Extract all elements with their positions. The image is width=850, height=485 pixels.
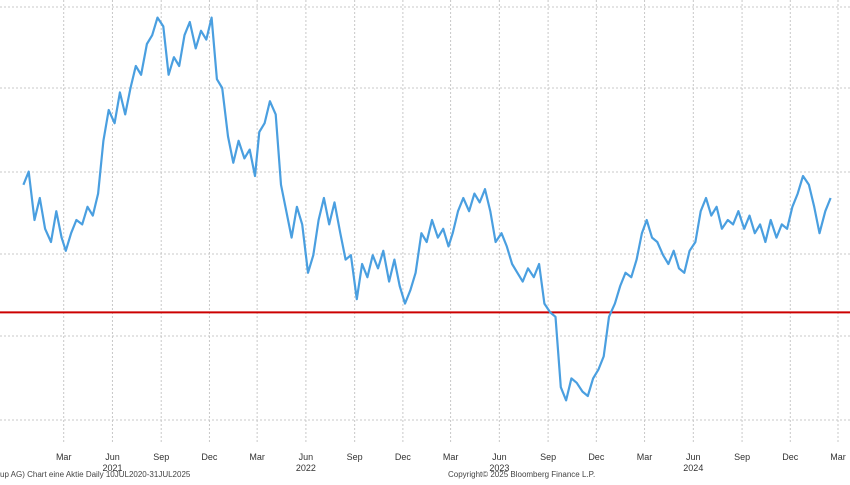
x-tick-label: Dec bbox=[782, 452, 799, 462]
x-tick-label: Dec bbox=[201, 452, 218, 462]
x-axis-ticks: Mar Jun Sep Dec Mar Jun Sep Dec Mar Jun Sep Dec Mar J… bbox=[56, 452, 846, 462]
x-tick-label: Jun bbox=[299, 452, 314, 462]
x-year-label: 2024 bbox=[683, 463, 703, 473]
x-tick-label: Sep bbox=[347, 452, 363, 462]
x-tick-label: Sep bbox=[734, 452, 750, 462]
x-tick-label: Dec bbox=[395, 452, 412, 462]
x-year-label: 2022 bbox=[296, 463, 316, 473]
x-tick-label: Mar bbox=[637, 452, 653, 462]
x-tick-label: Dec bbox=[588, 452, 605, 462]
footer-left: up AG) Chart eine Aktie Daily 10JUL2020-… bbox=[0, 470, 191, 479]
x-tick-label: Mar bbox=[830, 452, 846, 462]
x-tick-label: Sep bbox=[540, 452, 556, 462]
x-year-label: 2021 bbox=[102, 463, 122, 473]
series-group bbox=[22, 16, 832, 402]
x-tick-label: Mar bbox=[443, 452, 459, 462]
x-tick-label: Jun bbox=[105, 452, 120, 462]
x-tick-label: Jun bbox=[492, 452, 507, 462]
x-year-label: 2023 bbox=[489, 463, 509, 473]
x-tick-label: Jun bbox=[686, 452, 701, 462]
x-tick-label: Sep bbox=[153, 452, 169, 462]
x-tick-label: Mar bbox=[56, 452, 72, 462]
footer-right: Copyright© 2025 Bloomberg Finance L.P. bbox=[448, 470, 595, 479]
x-tick-label: Mar bbox=[249, 452, 265, 462]
series-line-0 bbox=[22, 16, 832, 402]
x-axis-years: 2021 2022 2023 2024 bbox=[102, 463, 703, 473]
